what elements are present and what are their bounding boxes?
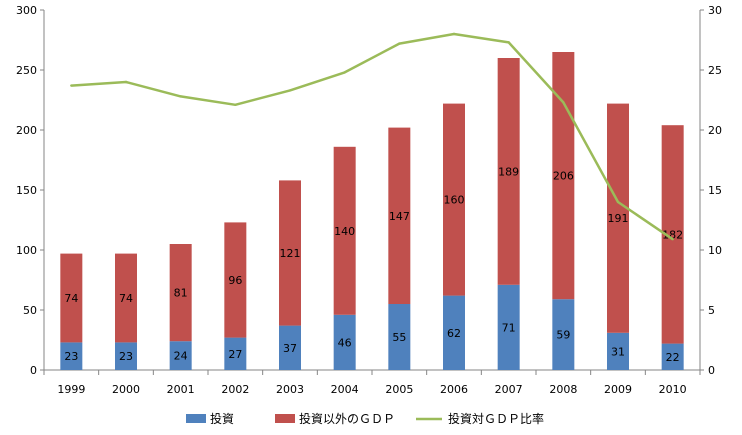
data-label-gdp-excl-investment: 147 [389,210,410,223]
bar-investment [333,314,356,370]
legend-label: 投資 [210,411,234,426]
bar-investment [279,325,301,370]
data-label-gdp-excl-investment: 81 [174,287,188,300]
left-tick-label: 50 [23,304,37,317]
data-label-investment: 59 [556,329,570,342]
data-label-investment: 37 [283,342,297,355]
data-label-gdp-excl-investment: 96 [228,274,242,287]
left-tick-label: 0 [30,364,37,377]
data-label-gdp-excl-investment: 140 [334,225,355,238]
bar-gdp-excl-investment [224,222,247,338]
data-label-investment: 46 [338,336,352,349]
right-tick-label: 20 [708,124,722,137]
data-label-investment: 71 [502,321,516,334]
legend-label: 投資以外のＧＤＰ [299,411,395,426]
bar-gdp-excl-investment [115,253,137,343]
bar-gdp-excl-investment [169,244,192,342]
bar-gdp-excl-investment [497,58,520,285]
data-label-investment: 31 [611,345,625,358]
bar-investment [224,337,247,370]
data-label-gdp-excl-investment: 74 [64,292,78,305]
bar-gdp-excl-investment [333,146,356,315]
bar-gdp-excl-investment [279,180,301,326]
right-tick-label: 30 [708,4,722,17]
x-tick-label: 2007 [495,383,523,396]
line-point [452,32,456,36]
line-point [179,95,182,98]
data-label-gdp-excl-investment: 206 [553,170,574,183]
bar-investment [607,332,629,370]
left-tick-label: 100 [16,244,37,257]
data-label-gdp-excl-investment: 74 [119,292,133,305]
bar-gdp-excl-investment [607,103,629,333]
bar-investment [388,304,411,370]
line-point [507,41,510,44]
bar-investment [661,343,684,370]
line-point [124,80,128,84]
bar-gdp-excl-investment [388,127,411,304]
legend-label: 投資対ＧＤＰ比率 [448,411,544,426]
data-label-gdp-excl-investment: 189 [498,165,519,178]
data-label-investment: 62 [447,327,461,340]
data-label-investment: 23 [119,350,133,363]
left-tick-label: 300 [16,4,37,17]
x-tick-label: 2005 [385,383,413,396]
line-investment-gdp-ratio [71,32,674,241]
x-tick-label: 2010 [659,383,687,396]
bar-investment [552,299,575,370]
x-tick-label: 2003 [276,383,304,396]
bar-investment [115,342,137,370]
data-label-gdp-excl-investment: 182 [662,228,683,241]
left-tick-label: 250 [16,64,37,77]
right-tick-label: 5 [708,304,715,317]
right-tick-label: 0 [708,364,715,377]
plot-area: 0 50 100 150 200 250 300 0 5 10 15 20 25 30 1999 2000 20… [16,4,722,396]
line-point [562,101,565,104]
data-label-investment: 55 [392,331,406,344]
right-tick-label: 15 [708,184,722,197]
line-point [398,42,401,45]
line-point [234,103,237,107]
x-tick-label: 2002 [221,383,249,396]
right-tick-label: 10 [708,244,722,257]
x-tick-label: 1999 [57,383,85,396]
legend: 投資 投資以外のＧＤＰ 投資対ＧＤＰ比率 [186,411,544,426]
left-tick-label: 200 [16,124,37,137]
data-label-investment: 22 [666,351,680,364]
line-point [288,89,292,92]
line-point [671,238,674,241]
legend-item-investment: 投資 [186,411,234,426]
line-point [616,200,620,204]
bar-investment [497,284,520,370]
right-tick-label: 25 [708,64,722,77]
legend-swatch [186,414,206,423]
x-tick-label: 2001 [167,383,195,396]
x-tick-label: 2004 [331,383,359,396]
x-tick-label: 2008 [549,383,577,396]
data-label-gdp-excl-investment: 121 [280,247,301,260]
bar-gdp-excl-investment [60,253,83,343]
bar-investment [60,342,83,370]
line-point [70,84,73,87]
bar-gdp-excl-investment [443,103,465,296]
legend-item-gdp-excl-investment: 投資以外のＧＤＰ [275,411,395,426]
line-point [343,71,346,74]
data-label-investment: 24 [174,350,188,363]
data-label-gdp-excl-investment: 191 [608,212,629,225]
x-tick-label: 2006 [440,383,468,396]
bar-gdp-excl-investment [661,125,684,344]
bar-investment [443,295,465,370]
x-tick-label: 2009 [604,383,632,396]
legend-item-ratio: 投資対ＧＤＰ比率 [416,411,544,426]
bar-investment [169,341,192,370]
left-tick-label: 150 [16,184,37,197]
x-tick-label: 2000 [112,383,140,396]
data-label-gdp-excl-investment: 160 [444,194,465,207]
data-label-investment: 23 [64,350,78,363]
legend-swatch [275,414,295,423]
data-label-investment: 27 [228,348,242,361]
